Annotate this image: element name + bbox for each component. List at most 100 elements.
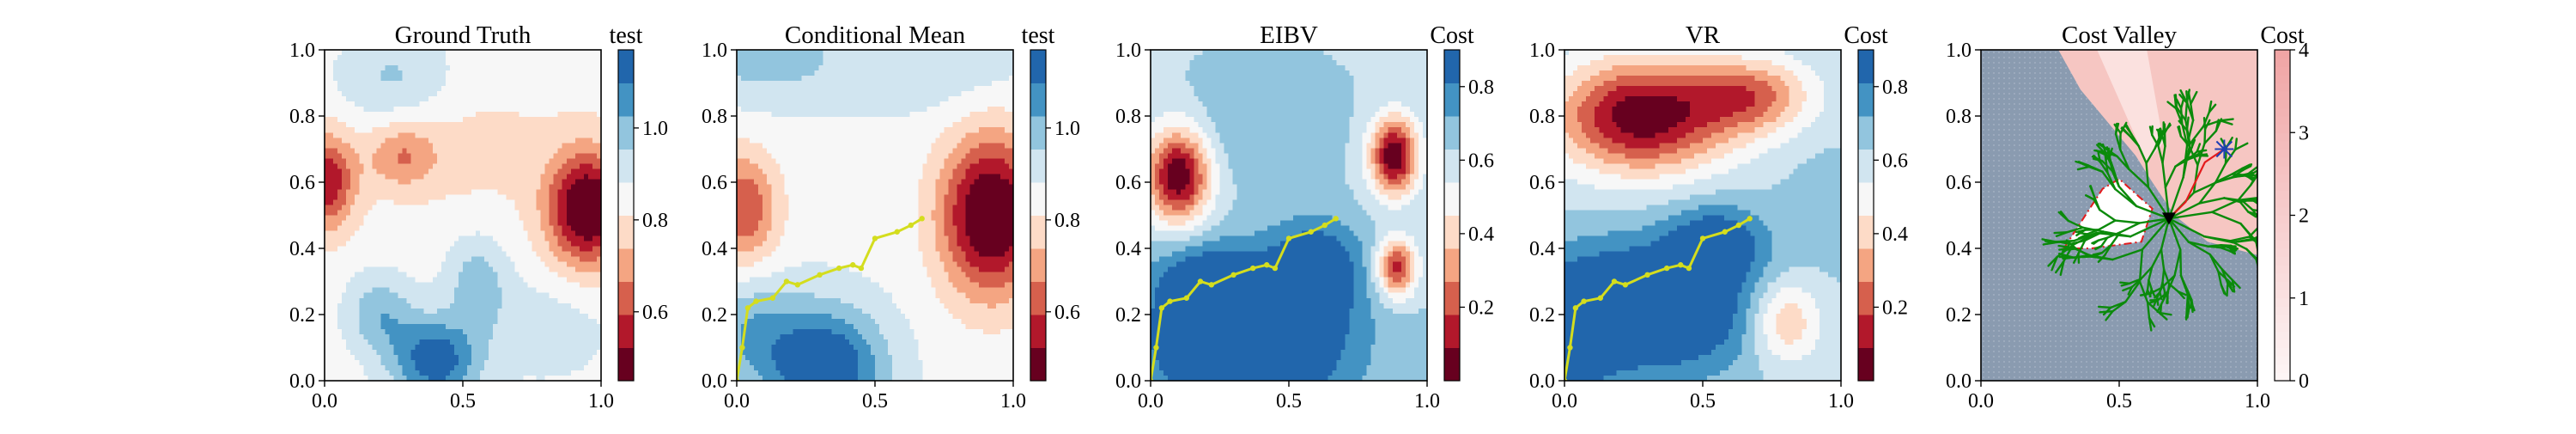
heatmap-cell [428, 216, 434, 222]
heatmap-cell [506, 319, 511, 325]
heatmap-cell [489, 226, 494, 232]
heatmap-cell [333, 86, 338, 92]
heatmap-cell [510, 50, 515, 56]
heatmap-cell [363, 81, 368, 87]
heatmap-cell [359, 65, 364, 71]
heatmap-cell [355, 309, 360, 315]
heatmap-cell [545, 247, 550, 253]
heatmap-cell [337, 107, 343, 113]
heatmap-cell [407, 221, 412, 227]
heatmap-cell [471, 163, 477, 169]
heatmap-cell [376, 179, 381, 185]
heatmap-cell [380, 298, 386, 304]
heatmap-cell [337, 179, 343, 185]
heatmap-cell [342, 117, 347, 123]
heatmap-cell [411, 370, 416, 376]
heatmap-cell [953, 86, 958, 92]
heatmap-cell [975, 65, 980, 71]
heatmap-cell [372, 101, 377, 107]
heatmap-cell [571, 179, 576, 185]
heatmap-cell [550, 107, 555, 113]
heatmap-cell [896, 81, 902, 87]
heatmap-cell [411, 96, 416, 102]
heatmap-cell [450, 257, 455, 263]
heatmap-cell [588, 339, 593, 345]
heatmap-cell [962, 86, 967, 92]
heatmap-cell [819, 50, 824, 56]
heatmap-cell [380, 339, 386, 345]
heatmap-cell [333, 107, 338, 113]
heatmap-cell [527, 303, 532, 309]
heatmap-cell [588, 252, 593, 258]
heatmap-cell [888, 112, 893, 118]
heatmap-cell [437, 81, 442, 87]
heatmap-cell [454, 184, 459, 190]
heatmap-cell [775, 91, 781, 97]
heatmap-cell [333, 360, 338, 366]
heatmap-cell [501, 262, 507, 268]
heatmap-cell [510, 194, 515, 200]
heatmap-cell [506, 60, 511, 66]
heatmap-cell [771, 107, 776, 113]
heatmap-cell [359, 199, 364, 205]
heatmap-cell [962, 91, 967, 97]
heatmap-cell [433, 127, 438, 133]
heatmap-cell [329, 199, 334, 205]
heatmap-cell [519, 298, 524, 304]
heatmap-cell [527, 267, 532, 273]
heatmap-cell [532, 350, 538, 356]
heatmap-cell [333, 309, 338, 315]
heatmap-cell [355, 205, 360, 211]
heatmap-cell [815, 91, 820, 97]
heatmap-cell [407, 278, 412, 284]
heatmap-cell [510, 189, 515, 195]
heatmap-cell [407, 112, 412, 118]
heatmap-cell [562, 236, 568, 242]
heatmap-cell [514, 50, 519, 56]
heatmap-cell [584, 210, 589, 216]
heatmap-cell [884, 101, 889, 107]
heatmap-cell [750, 112, 755, 118]
heatmap-cell [342, 288, 347, 294]
heatmap-cell [372, 50, 377, 56]
heatmap-cell [376, 50, 381, 56]
y-tick-label: 0.2 [289, 304, 315, 327]
heatmap-cell [1005, 50, 1010, 56]
heatmap-cell [389, 329, 394, 335]
heatmap-cell [580, 370, 585, 376]
heatmap-cell [325, 81, 330, 87]
heatmap-cell [866, 96, 872, 102]
heatmap-cell [771, 96, 776, 102]
heatmap-cell [398, 298, 404, 304]
heatmap-cell [342, 298, 347, 304]
heatmap-cell [514, 272, 519, 278]
heatmap-cell [896, 112, 902, 118]
heatmap-cell [501, 267, 507, 273]
heatmap-cell [914, 55, 919, 61]
heatmap-cell [355, 298, 360, 304]
heatmap-cell [871, 81, 876, 87]
heatmap-cell [450, 91, 455, 97]
heatmap-cell [484, 179, 489, 185]
heatmap-cell [888, 86, 893, 92]
heatmap-cell [446, 189, 451, 195]
heatmap-cell [541, 50, 546, 56]
heatmap-cell [514, 91, 519, 97]
heatmap-cell [532, 298, 538, 304]
heatmap-cell [562, 86, 568, 92]
heatmap-cell [329, 168, 334, 174]
heatmap-cell [337, 241, 343, 248]
heatmap-cell [433, 283, 438, 289]
heatmap-cell [333, 101, 338, 107]
heatmap-cell [433, 267, 438, 273]
heatmap-cell [380, 241, 386, 248]
heatmap-cell [493, 163, 498, 169]
heatmap-cell [376, 163, 381, 169]
heatmap-cell [350, 329, 355, 335]
heatmap-cell [376, 107, 381, 113]
heatmap-cell [350, 339, 355, 345]
heatmap-cell [372, 65, 377, 71]
heatmap-cell [784, 70, 789, 76]
heatmap-cell [394, 319, 399, 325]
heatmap-cell [407, 329, 412, 335]
